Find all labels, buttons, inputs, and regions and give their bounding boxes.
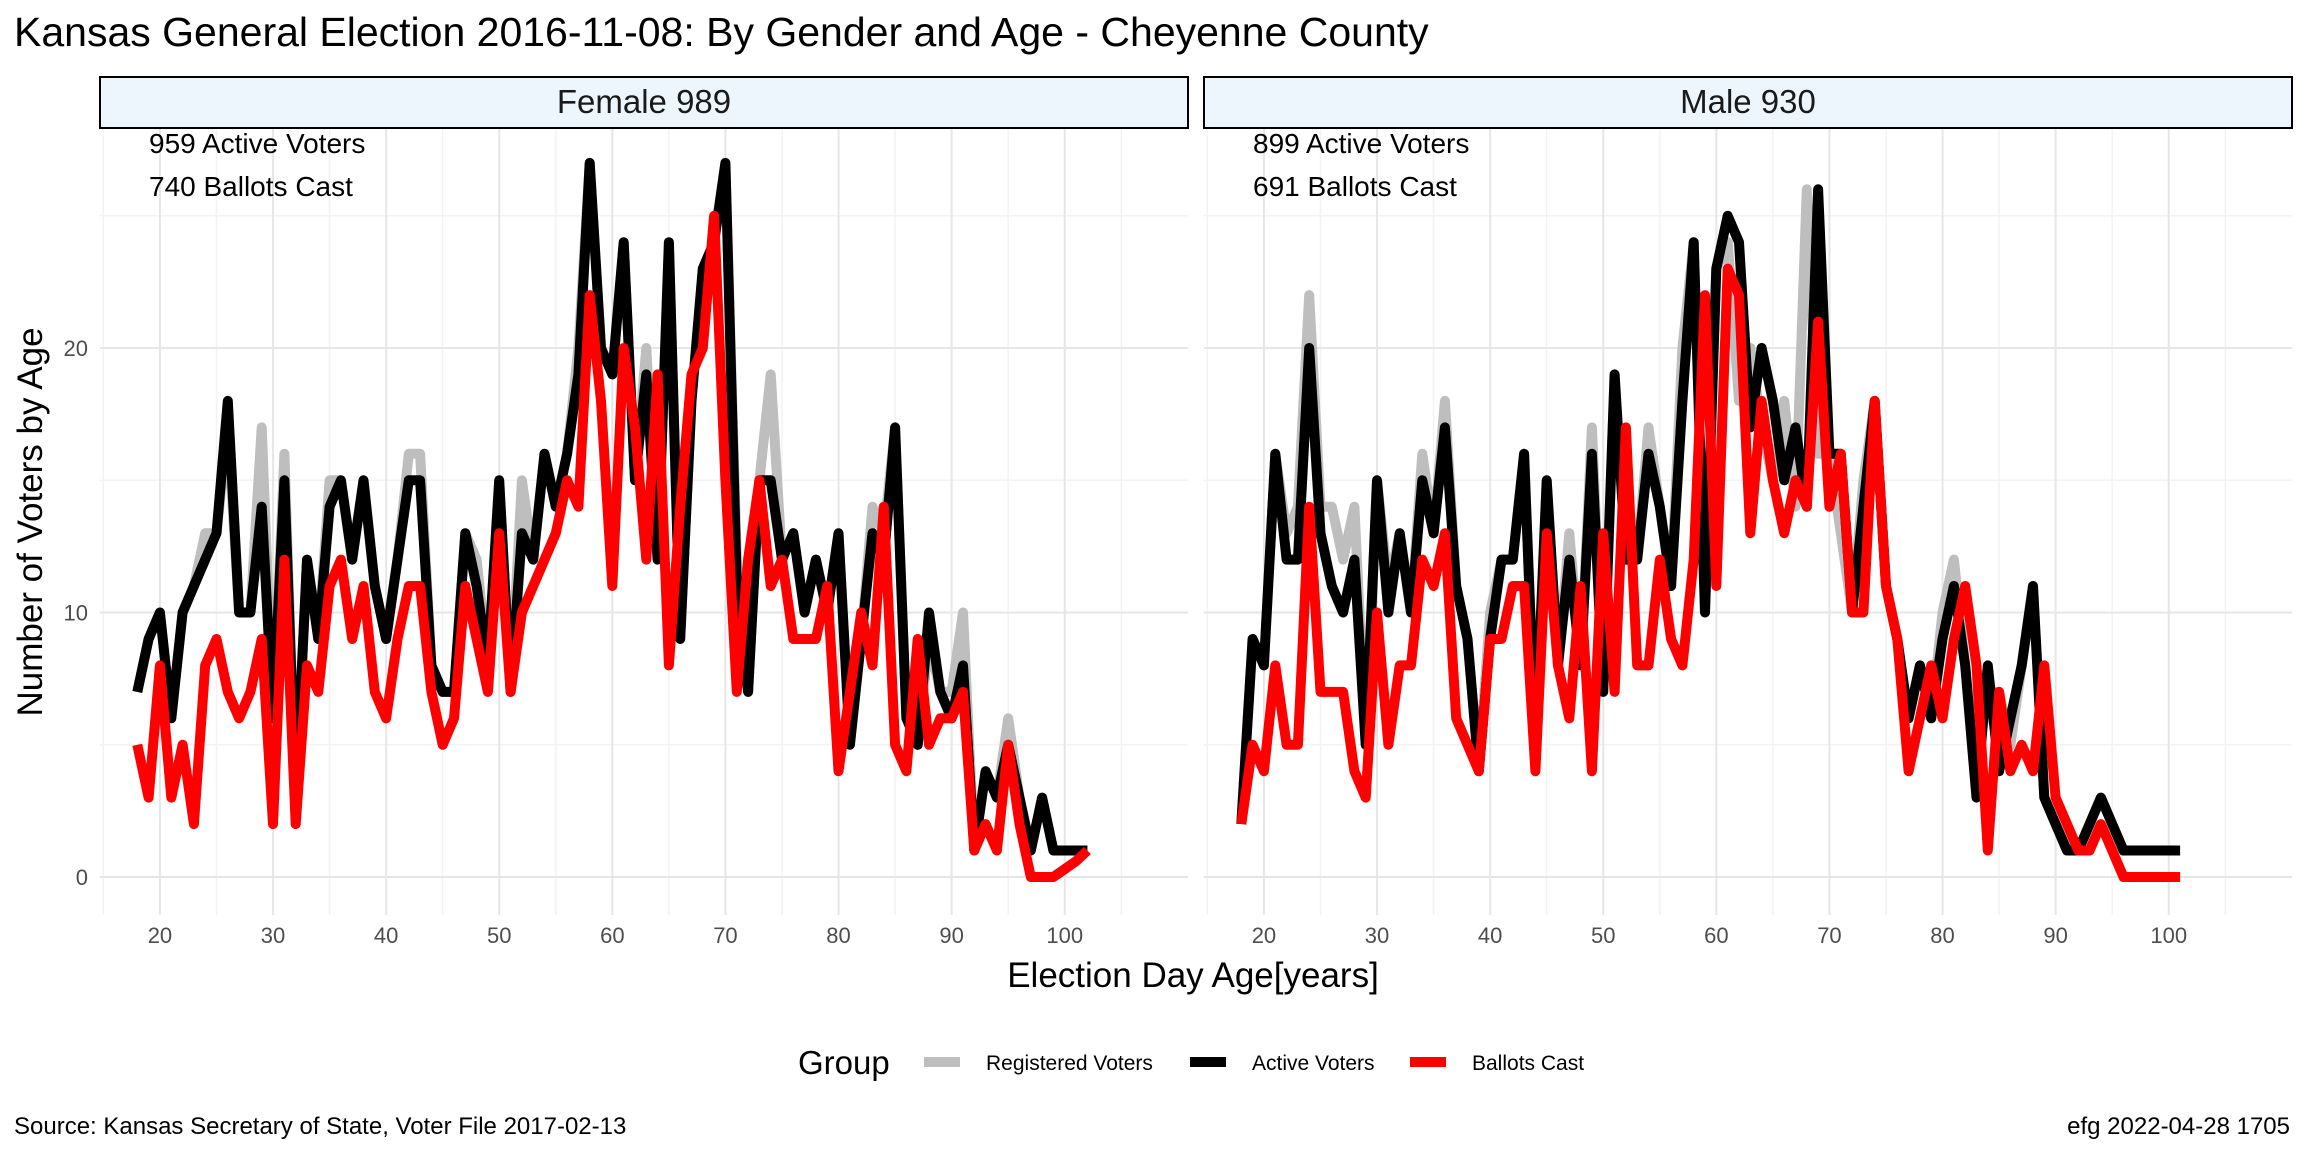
x-tick-label: 70 bbox=[1817, 923, 1841, 948]
x-tick-label: 80 bbox=[1930, 923, 1954, 948]
facet-panel-male: Male 930 20 30 40 50 60 70 80 90 100 899 Active Vo… bbox=[1203, 76, 2293, 948]
ballots-cast-annotation: 740 Ballots Cast bbox=[149, 171, 353, 202]
legend-label-active: Active Voters bbox=[1252, 1052, 1375, 1075]
credit-caption: efg 2022-04-28 1705 bbox=[2067, 1113, 2290, 1140]
chart-title: Kansas General Election 2016-11-08: By G… bbox=[14, 9, 1429, 55]
active-voters-annotation: 899 Active Voters bbox=[1253, 128, 1469, 159]
x-tick-label: 90 bbox=[939, 923, 963, 948]
series-line-ballots bbox=[132, 210, 1091, 882]
y-tick-label: 10 bbox=[64, 601, 88, 626]
facet-panels: Female 989 20 30 40 50 60 70 80 90 100 0 10 20 959 Ac… bbox=[64, 76, 2293, 948]
facet-strip-label: Male 930 bbox=[1680, 83, 1816, 120]
legend: Group Registered Voters Active Voters Ball… bbox=[798, 1044, 1584, 1081]
x-tick-label: 80 bbox=[826, 923, 850, 948]
x-tick-label: 50 bbox=[487, 923, 511, 948]
y-tick-label: 20 bbox=[64, 336, 88, 361]
legend-title: Group bbox=[798, 1044, 890, 1081]
ballots-cast-annotation: 691 Ballots Cast bbox=[1253, 171, 1457, 202]
series-line-ballots bbox=[1236, 263, 2181, 882]
y-axis-title: Number of Voters by Age bbox=[11, 327, 50, 716]
x-tick-label: 100 bbox=[1046, 923, 1083, 948]
y-tick-label: 0 bbox=[76, 865, 88, 890]
x-tick-label: 20 bbox=[148, 923, 172, 948]
active-voters-annotation: 959 Active Voters bbox=[149, 128, 365, 159]
legend-entries: Registered Voters Active Voters Ballots Ca… bbox=[924, 1052, 1584, 1075]
x-tick-label: 90 bbox=[2043, 923, 2067, 948]
x-tick-label: 100 bbox=[2150, 923, 2187, 948]
x-tick-label: 20 bbox=[1252, 923, 1276, 948]
x-tick-label: 60 bbox=[1704, 923, 1728, 948]
x-tick-label: 50 bbox=[1591, 923, 1615, 948]
facet-strip bbox=[1203, 76, 2293, 129]
x-tick-label: 60 bbox=[600, 923, 624, 948]
x-tick-label: 40 bbox=[1478, 923, 1502, 948]
source-caption: Source: Kansas Secretary of State, Voter… bbox=[14, 1113, 626, 1140]
x-tick-label: 30 bbox=[261, 923, 285, 948]
legend-label-ballots: Ballots Cast bbox=[1472, 1052, 1584, 1075]
x-tick-label: 30 bbox=[1365, 923, 1389, 948]
facet-strip bbox=[99, 76, 1189, 129]
facet-strip-label: Female 989 bbox=[557, 83, 731, 120]
x-tick-label: 40 bbox=[374, 923, 398, 948]
x-tick-label: 70 bbox=[713, 923, 737, 948]
legend-label-registered: Registered Voters bbox=[986, 1052, 1153, 1075]
facet-panel-female: Female 989 20 30 40 50 60 70 80 90 100 0 10 20 959 Ac… bbox=[64, 76, 1189, 948]
x-axis-title: Election Day Age[years] bbox=[1007, 956, 1379, 995]
